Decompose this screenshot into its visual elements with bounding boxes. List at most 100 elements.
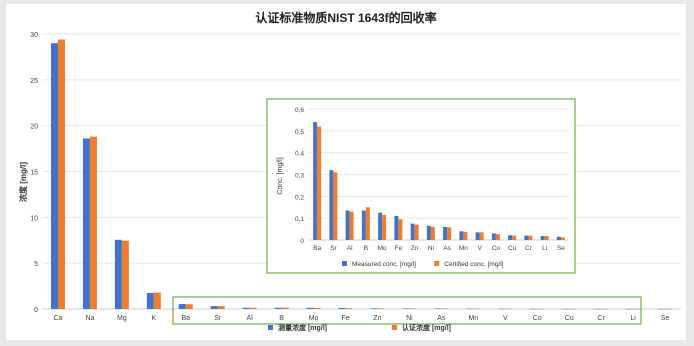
main-bar-Se-certified xyxy=(665,308,673,310)
main-bar-Zn-measured xyxy=(370,308,378,309)
inset-bar-Cr-measured xyxy=(524,235,529,240)
inset-bar-Co-certified xyxy=(495,234,500,240)
main-legend-swatch-certified xyxy=(392,325,397,330)
main-bar-Sr-certified xyxy=(217,306,225,309)
inset-y-tick-label: 0,3 xyxy=(295,173,304,180)
inset-x-tick-label: Co xyxy=(492,245,501,252)
chart-title: 认证标准物质NIST 1643f的回收率 xyxy=(255,10,436,25)
main-bar-Fe-measured xyxy=(338,307,346,309)
chart-frame: 认证标准物质NIST 1643f的回收率 浓度 [mg/l] 0 5 10 15 20 2… xyxy=(6,4,686,340)
main-x-tick-label: Ca xyxy=(53,315,62,322)
inset-labels: 0 0,1 0,2 0,3 0,4 0,5 0,6 Ba Sr Al B Mo Fe Zn Ni As Mn V C… xyxy=(295,107,565,252)
main-y-tick-label: 5 xyxy=(34,261,38,268)
inset-x-tick-label: Ni xyxy=(428,245,434,252)
chart-svg: 认证标准物质NIST 1643f的回收率 浓度 [mg/l] 0 5 10 15 20 2… xyxy=(18,10,681,332)
main-bar-Ba-certified xyxy=(185,304,193,309)
main-bar-Sr-measured xyxy=(210,306,218,309)
inset-bar-Cr-certified xyxy=(528,235,533,240)
inset-bar-As-measured xyxy=(443,226,448,240)
main-x-tick-label: Li xyxy=(630,315,636,322)
inset-bars xyxy=(313,122,565,240)
inset-y-tick-label: 0 xyxy=(300,238,304,245)
inset-bar-Cu-measured xyxy=(508,235,513,240)
main-x-tick-label: Cu xyxy=(565,315,574,322)
inset-bar-Al-certified xyxy=(349,211,354,240)
inset-x-tick-label: Mo xyxy=(378,245,387,252)
inset-x-tick-label: Ba xyxy=(313,245,321,252)
inset-legend-label-measured: Measured conc. [mg/l] xyxy=(352,261,416,268)
main-legend: 测量浓度 [mg/l] 认证浓度 [mg/l] xyxy=(268,323,451,332)
main-bar-Mn-certified xyxy=(473,308,481,310)
main-bar-Na-certified xyxy=(89,136,97,309)
inset-bar-Se-measured xyxy=(556,236,561,240)
inset-x-tick-label: Al xyxy=(347,245,353,252)
main-x-tick-label: V xyxy=(503,315,508,322)
main-bar-Ni-measured xyxy=(402,308,410,309)
main-legend-swatch-measured xyxy=(268,325,273,330)
main-bar-Ba-measured xyxy=(178,304,186,309)
inset-bar-Li-certified xyxy=(544,236,549,240)
main-bar-Ca-certified xyxy=(57,39,65,309)
inset-x-tick-label: Fe xyxy=(395,245,403,252)
inset-x-tick-label: Se xyxy=(557,245,565,252)
inset-bar-Sr-measured xyxy=(329,170,334,240)
main-x-tick-label: B xyxy=(279,315,284,322)
main-bar-Li-measured xyxy=(626,308,634,310)
main-x-tick-label: As xyxy=(437,315,446,322)
main-bar-B-measured xyxy=(274,307,282,309)
main-bar-Mo-measured xyxy=(306,307,314,309)
main-x-tick-label: Cr xyxy=(597,315,605,322)
main-bar-Co-certified xyxy=(537,308,545,310)
main-x-tick-label: Ni xyxy=(406,315,413,322)
main-bar-Li-certified xyxy=(633,308,641,310)
inset-bar-V-measured xyxy=(475,232,480,240)
inset-bar-Fe-measured xyxy=(394,215,399,240)
inset-x-tick-label: V xyxy=(477,245,482,252)
inset-bar-Ba-certified xyxy=(317,126,322,240)
main-legend-label-measured: 测量浓度 [mg/l] xyxy=(278,323,327,332)
inset-bar-Fe-certified xyxy=(398,219,403,240)
inset-bar-Se-certified xyxy=(560,237,565,240)
inset-legend-swatch-certified xyxy=(434,261,440,266)
main-legend-label-certified: 认证浓度 [mg/l] xyxy=(402,323,451,332)
main-y-tick-label: 20 xyxy=(30,124,38,131)
inset-bar-B-certified xyxy=(365,207,370,240)
main-x-tick-label: Se xyxy=(661,315,670,322)
inset-bar-Ni-certified xyxy=(430,226,435,240)
inset-y-axis-label: Conc. [mg/l] xyxy=(277,157,284,194)
main-bar-Ni-certified xyxy=(409,308,417,309)
main-bar-As-measured xyxy=(434,308,442,309)
main-bar-Cr-measured xyxy=(594,308,602,310)
inset-x-tick-label: Sr xyxy=(330,245,337,252)
main-bar-As-certified xyxy=(441,308,449,309)
inset-bar-Ni-measured xyxy=(426,225,431,240)
inset-bar-Mn-measured xyxy=(459,231,464,240)
inset-x-tick-label: Cr xyxy=(525,245,533,252)
inset-bar-Sr-certified xyxy=(333,172,338,240)
main-bars xyxy=(50,39,673,310)
main-x-tick-label: Zn xyxy=(373,315,381,322)
main-x-tick-label: Fe xyxy=(341,315,349,322)
inset-legend: Measured conc. [mg/l] Certified conc. [mg… xyxy=(342,261,504,268)
main-x-tick-label: K xyxy=(151,315,156,322)
main-bar-Zn-certified xyxy=(377,308,385,309)
main-x-tick-label: Co xyxy=(533,315,542,322)
main-bar-Mg-measured xyxy=(114,239,122,309)
main-y-tick-label: 25 xyxy=(30,78,38,85)
main-bar-Al-certified xyxy=(249,307,257,309)
inset-bar-Al-measured xyxy=(345,210,350,240)
inset-y-tick-label: 0,6 xyxy=(295,107,304,114)
main-y-tick-label: 10 xyxy=(30,215,38,222)
main-bar-Ca-measured xyxy=(50,43,58,310)
main-x-tick-label: Sr xyxy=(214,315,222,322)
inset-y-tick-label: 0,4 xyxy=(295,151,304,158)
main-bar-Cu-certified xyxy=(569,308,577,310)
highlight-box xyxy=(172,296,642,325)
inset-x-tick-label: Zn xyxy=(411,245,419,252)
inset-bar-As-certified xyxy=(447,227,452,240)
inset-legend-label-certified: Certified conc. [mg/l] xyxy=(444,261,503,268)
inset-y-tick-label: 0,1 xyxy=(295,216,304,223)
inset-bar-Zn-certified xyxy=(414,224,419,240)
main-y-tick-label: 15 xyxy=(30,170,38,177)
